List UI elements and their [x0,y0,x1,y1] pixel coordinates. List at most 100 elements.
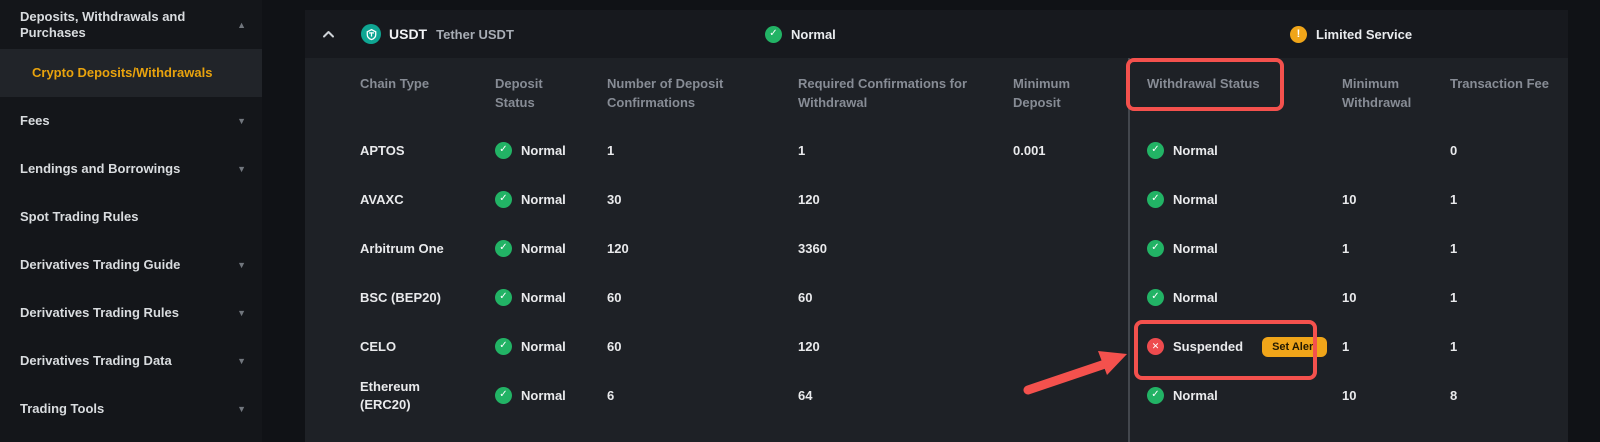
withdrawal-confirmations: 120 [798,338,820,354]
withdrawal-status-label: Suspended [1173,338,1244,354]
check-circle-icon: ✓ [1147,386,1164,404]
withdrawal-confirmations: 64 [798,387,813,403]
check-circle-icon: ✓ [1147,190,1164,208]
check-circle-icon: ✓ [495,239,512,257]
minimum-withdrawal: 10 [1342,191,1357,207]
deposit-status-label: Normal [521,191,566,207]
check-circle-icon: ✓ [495,288,512,306]
withdrawal-confirmations: 120 [798,191,820,207]
exclamation-circle-icon: ! [1290,25,1307,43]
deposit-confirmations: 6 [607,387,615,403]
usdt-coin-icon [361,24,381,44]
triangle-down-icon: ▼ [237,356,246,366]
cross-circle-icon: ✕ [1147,338,1164,355]
withdrawal-status: ✓ Normal [1128,386,1342,405]
deposit-status: ✓ Normal [495,288,607,307]
minimum-withdrawal: 10 [1342,387,1357,403]
set-alert-button[interactable]: Set Alert [1262,336,1327,357]
sidebar-item-label: Deposits, Withdrawals and Purchases [20,8,186,40]
deposit-confirmations: 1 [607,142,615,158]
withdrawal-overall-status-label: Limited Service [1316,26,1413,42]
transaction-fee: 0 [1450,142,1458,158]
transaction-fee: 1 [1450,338,1458,354]
sidebar-item-fees[interactable]: Fees ▼ [0,97,262,145]
sidebar-item-trading-tools[interactable]: Trading Tools ▼ [0,385,262,433]
collapse-chevron-icon[interactable] [322,30,335,38]
withdrawal-confirmations: 60 [798,289,813,305]
withdrawal-status-suspended: ✕ Suspended Set Alert [1128,336,1342,357]
deposit-overall-status: ✓ Normal [765,10,836,58]
deposit-status-label: Normal [521,338,566,354]
chain-name: BSC (BEP20) [360,289,441,305]
withdrawal-confirmations: 1 [798,142,806,158]
minimum-withdrawal: 10 [1342,289,1357,305]
table-row: APTOS ✓ Normal 1 1 0.001 ✓ Normal 0 [305,126,1568,175]
withdrawal-confirmations: 3360 [798,240,827,256]
deposit-status-label: Normal [521,289,566,305]
check-circle-icon: ✓ [495,141,512,159]
check-circle-icon: ✓ [495,337,512,355]
deposit-confirmations: 120 [607,240,629,256]
table-row: Ethereum (ERC20) ✓ Normal 6 64 ✓ Normal … [305,371,1568,420]
minimum-deposit: 0.001 [1013,142,1046,158]
sidebar-item-label: Derivatives Trading Data [20,352,172,368]
triangle-down-icon: ▼ [237,404,246,414]
col-header-chain-type: Chain Type [360,76,430,91]
deposit-status: ✓ Normal [495,386,607,405]
deposit-status: ✓ Normal [495,239,607,258]
check-circle-icon: ✓ [1147,239,1164,257]
sidebar-item-label: Derivatives Trading Rules [20,304,179,320]
chain-name: Arbitrum One [360,240,444,256]
sidebar-item-deposits-withdrawals-purchases[interactable]: Deposits, Withdrawals and Purchases ▲ [0,1,262,49]
sidebar-item-label: Derivatives Trading Guide [20,256,181,272]
deposit-status-label: Normal [521,142,566,158]
sidebar-item-spot-trading-rules[interactable]: Spot Trading Rules [0,193,262,241]
table-row: BSC (BEP20) ✓ Normal 60 60 ✓ Normal 10 1 [305,273,1568,322]
withdrawal-status: ✓ Normal [1128,239,1342,258]
coin-symbol: USDT [389,26,428,42]
col-header-deposit-status: Deposit Status [495,76,543,110]
sidebar-item-label: Lendings and Borrowings [20,160,181,176]
col-header-transaction-fee: Transaction Fee [1450,76,1549,91]
check-circle-icon: ✓ [765,25,782,43]
deposit-status: ✓ Normal [495,190,607,209]
col-header-minimum-withdrawal: Minimum Withdrawal [1342,76,1412,110]
deposit-confirmations: 60 [607,289,622,305]
sidebar-item-lendings-borrowings[interactable]: Lendings and Borrowings ▼ [0,145,262,193]
chain-name: AVAXC [360,191,404,207]
transaction-fee: 1 [1450,289,1458,305]
withdrawal-status: ✓ Normal [1128,190,1342,209]
coin-header: USDT Tether USDT ✓ Normal ! Limited Serv… [305,10,1568,58]
col-header-withdrawal-confirmations: Required Confirmations for Withdrawal [798,76,968,110]
sidebar-item-crypto-deposits-withdrawals[interactable]: Crypto Deposits/Withdrawals [0,49,262,97]
col-header-withdrawal-status: Withdrawal Status [1147,76,1260,91]
chain-name: CELO [360,338,397,354]
withdrawal-status-label: Normal [1173,387,1218,403]
deposit-confirmations: 30 [607,191,622,207]
transaction-fee: 8 [1450,387,1458,403]
sidebar-item-label: Spot Trading Rules [20,208,139,224]
sidebar-item-derivatives-trading-guide[interactable]: Derivatives Trading Guide ▼ [0,241,262,289]
col-header-deposit-confirmations: Number of Deposit Confirmations [607,76,724,110]
sidebar-item-label: Trading Tools [20,400,105,416]
sidebar-item-label: Fees [20,112,50,128]
withdrawal-status-label: Normal [1173,289,1218,305]
chain-name: Ethereum (ERC20) [360,378,420,412]
minimum-withdrawal: 1 [1342,338,1350,354]
coin-panel: USDT Tether USDT ✓ Normal ! Limited Serv… [305,10,1568,442]
sidebar-item-derivatives-trading-rules[interactable]: Derivatives Trading Rules ▼ [0,289,262,337]
deposit-overall-status-label: Normal [791,26,836,42]
transaction-fee: 1 [1450,191,1458,207]
check-circle-icon: ✓ [1147,141,1164,159]
withdrawal-status: ✓ Normal [1128,288,1342,307]
triangle-up-icon: ▲ [237,20,246,30]
col-header-minimum-deposit: Minimum Deposit [1013,76,1071,110]
triangle-down-icon: ▼ [237,164,246,174]
chain-name: APTOS [360,142,405,158]
sidebar-item-derivatives-trading-data[interactable]: Derivatives Trading Data ▼ [0,337,262,385]
sidebar: Deposits, Withdrawals and Purchases ▲ Cr… [0,0,262,442]
table-header-row: Chain Type Deposit Status Number of Depo… [305,58,1568,126]
minimum-withdrawal: 1 [1342,240,1350,256]
column-divider [1128,58,1130,442]
